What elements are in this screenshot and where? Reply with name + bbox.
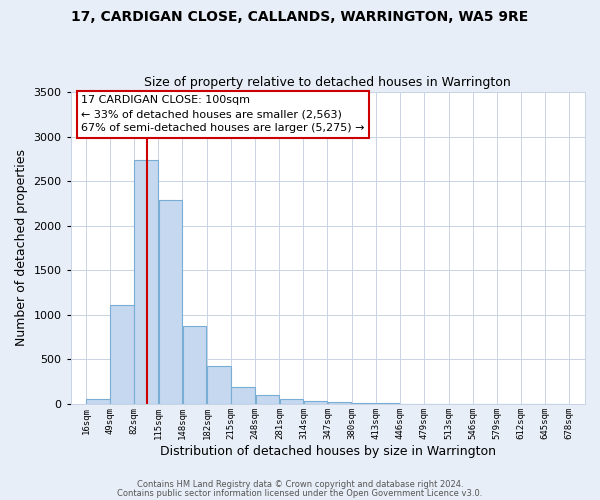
Bar: [376, 402, 400, 404]
Bar: [208, 366, 231, 404]
Title: Size of property relative to detached houses in Warrington: Size of property relative to detached ho…: [145, 76, 511, 90]
Bar: [280, 400, 303, 404]
Bar: [158, 200, 182, 404]
Bar: [182, 326, 206, 404]
Bar: [232, 387, 255, 404]
Bar: [86, 400, 110, 404]
X-axis label: Distribution of detached houses by size in Warrington: Distribution of detached houses by size …: [160, 444, 496, 458]
Y-axis label: Number of detached properties: Number of detached properties: [15, 150, 28, 346]
Bar: [256, 396, 279, 404]
Bar: [134, 160, 158, 404]
Bar: [328, 402, 351, 404]
Text: 17, CARDIGAN CLOSE, CALLANDS, WARRINGTON, WA5 9RE: 17, CARDIGAN CLOSE, CALLANDS, WARRINGTON…: [71, 10, 529, 24]
Text: Contains public sector information licensed under the Open Government Licence v3: Contains public sector information licen…: [118, 488, 482, 498]
Text: Contains HM Land Registry data © Crown copyright and database right 2024.: Contains HM Land Registry data © Crown c…: [137, 480, 463, 489]
Bar: [304, 401, 327, 404]
Bar: [110, 305, 134, 404]
Text: 17 CARDIGAN CLOSE: 100sqm
← 33% of detached houses are smaller (2,563)
67% of se: 17 CARDIGAN CLOSE: 100sqm ← 33% of detac…: [81, 95, 364, 133]
